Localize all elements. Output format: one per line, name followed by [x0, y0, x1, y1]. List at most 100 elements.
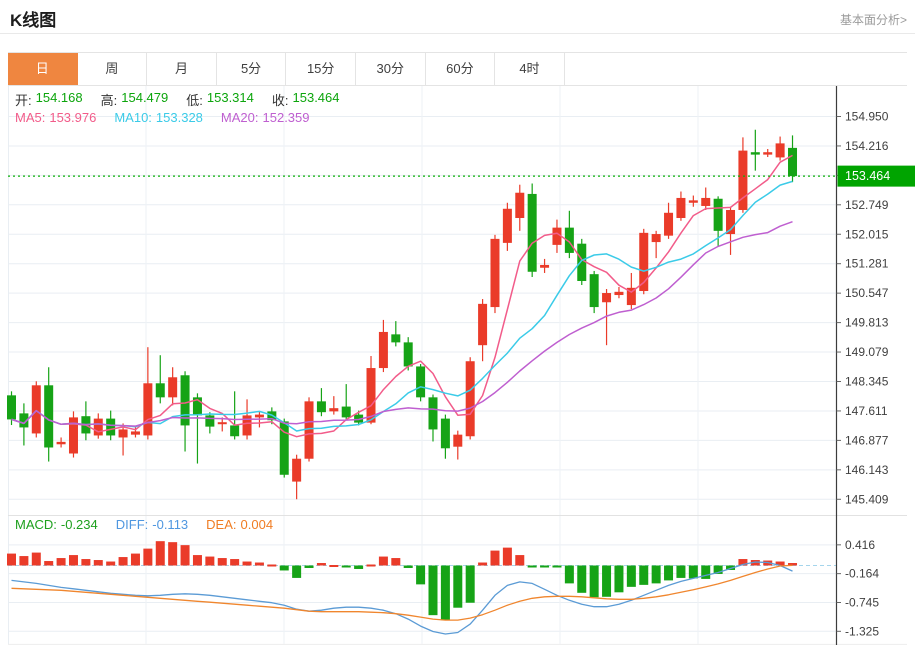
candle-body	[242, 415, 252, 436]
macd-histogram-bar	[230, 559, 240, 566]
candle-body	[403, 342, 413, 367]
price-axis-label: 146.143	[845, 463, 889, 477]
candle-body	[775, 143, 785, 158]
macd-histogram-bar	[292, 565, 302, 578]
macd-histogram-bar	[577, 565, 587, 593]
macd-histogram-bar	[465, 565, 475, 603]
candle-body	[279, 421, 289, 475]
tab-2-月[interactable]: 月	[147, 53, 217, 85]
header-divider	[0, 33, 915, 34]
candle-body	[639, 232, 649, 292]
current-price-badge	[837, 165, 915, 187]
macd-histogram-bar	[143, 548, 153, 566]
candle-body	[527, 193, 537, 272]
macd-histogram-bar	[639, 565, 649, 585]
candle-body	[664, 212, 674, 236]
macd-histogram-bar	[626, 565, 636, 587]
candle-body	[118, 429, 128, 438]
macd-axis-label: -1.325	[845, 624, 879, 638]
candle-body	[168, 377, 178, 398]
tab-0-日[interactable]: 日	[8, 53, 78, 85]
candle-body	[292, 458, 302, 482]
candle-body	[304, 401, 314, 459]
macd-histogram-bar	[19, 556, 29, 566]
candle-body	[502, 208, 512, 243]
candle-body	[701, 197, 711, 206]
tab-7-4时[interactable]: 4时	[495, 53, 565, 85]
candle-body	[143, 383, 153, 436]
candle-body	[106, 418, 116, 436]
macd-histogram-bar	[589, 565, 599, 598]
macd-histogram-bar	[788, 563, 798, 566]
macd-histogram-bar	[453, 565, 463, 608]
candle-body	[676, 197, 686, 219]
macd-histogram-bar	[304, 565, 314, 568]
macd-histogram-bar	[81, 559, 91, 566]
chart-area[interactable]: 154.950 154.216 152.749 152.015 151.281 150.5…	[0, 86, 915, 645]
tab-3-5分[interactable]: 5分	[217, 53, 287, 85]
macd-histogram-bar	[378, 556, 388, 566]
macd-histogram-bar	[515, 555, 525, 566]
page-title: K线图	[10, 11, 57, 30]
ma20-line	[11, 220, 793, 427]
macd-histogram-bar	[726, 565, 736, 570]
period-tab-bar: 日周月 5分 15分 30分 60分 4时	[8, 52, 907, 86]
price-axis-label: 148.345	[845, 374, 889, 388]
macd-histogram-bar	[68, 555, 78, 566]
macd-histogram-bar	[242, 561, 252, 566]
macd-histogram-bar	[540, 565, 550, 568]
candle-body	[577, 243, 587, 281]
kline-chart-svg[interactable]: 154.950 154.216 152.749 152.015 151.281 150.5…	[0, 86, 915, 645]
tab-6-60分[interactable]: 60分	[426, 53, 496, 85]
macd-histogram-bar	[440, 565, 450, 621]
candle-body	[788, 147, 798, 177]
macd-histogram-bar	[7, 553, 16, 566]
macd-histogram-bar	[614, 565, 624, 593]
candle-body	[130, 431, 140, 435]
macd-histogram-bar	[403, 565, 413, 568]
candle-body	[316, 401, 326, 413]
price-axis-label: 151.281	[845, 257, 889, 271]
candle-body	[490, 238, 500, 308]
candle-body	[602, 293, 612, 303]
macd-histogram-bar	[106, 561, 116, 566]
macd-histogram-bar	[428, 565, 438, 616]
macd-histogram-bar	[651, 565, 661, 584]
ma5-line	[11, 154, 793, 438]
candle-body	[329, 408, 339, 412]
price-axis-label: 152.749	[845, 198, 889, 212]
macd-histogram-bar	[31, 552, 41, 566]
fundamental-analysis-link[interactable]: 基本面分析>	[839, 13, 907, 27]
candle-body	[205, 415, 215, 427]
candle-body	[713, 198, 723, 231]
macd-axis-label: -0.164	[845, 567, 879, 581]
price-axis-label: 150.547	[845, 286, 889, 300]
candle-body	[192, 397, 202, 416]
candle-body	[391, 334, 401, 343]
macd-histogram-bar	[93, 560, 103, 566]
macd-histogram-bar	[267, 564, 277, 567]
candle-body	[217, 422, 227, 425]
price-axis-label: 149.813	[845, 316, 889, 330]
candle-body	[230, 425, 240, 437]
dea-line	[11, 564, 793, 621]
tab-5-30分[interactable]: 30分	[356, 53, 426, 85]
price-axis-label: 154.216	[845, 139, 889, 153]
candle-body	[738, 150, 748, 210]
macd-histogram-bar	[44, 561, 54, 566]
candle-body	[540, 264, 550, 268]
candle-body	[31, 385, 41, 434]
macd-histogram-bar	[217, 558, 227, 566]
macd-histogram-bar	[341, 565, 351, 568]
tab-4-15分[interactable]: 15分	[286, 53, 356, 85]
macd-histogram-bar	[354, 565, 364, 569]
macd-histogram-bar	[180, 545, 190, 566]
macd-axis-label: -0.745	[845, 595, 879, 609]
macd-histogram-bar	[527, 565, 537, 568]
diff-line	[11, 561, 793, 635]
macd-histogram-bar	[750, 560, 760, 566]
candle-body	[688, 200, 698, 203]
tab-1-周[interactable]: 周	[78, 53, 148, 85]
candle-body	[366, 368, 376, 423]
price-axis-label: 145.409	[845, 492, 889, 506]
